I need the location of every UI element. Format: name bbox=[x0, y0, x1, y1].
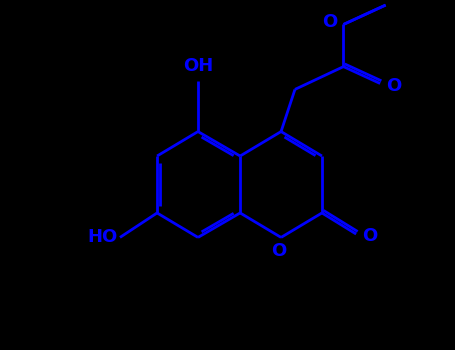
Text: OH: OH bbox=[183, 57, 213, 75]
Text: O: O bbox=[322, 13, 337, 32]
Text: O: O bbox=[363, 227, 378, 245]
Text: O: O bbox=[271, 241, 287, 260]
Text: O: O bbox=[386, 77, 402, 95]
Text: HO: HO bbox=[88, 229, 118, 246]
